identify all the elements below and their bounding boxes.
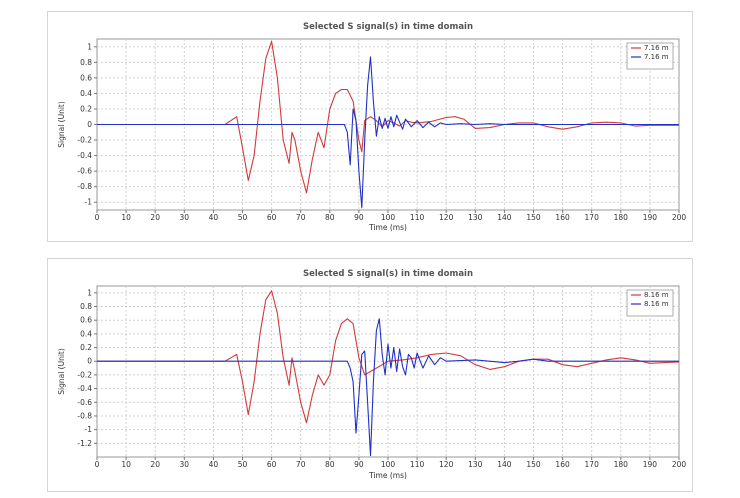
x-tick-label: 170 xyxy=(585,213,600,222)
x-tick-label: 180 xyxy=(614,460,629,469)
y-tick-label: 0.4 xyxy=(80,329,92,338)
y-tick-label: -0.6 xyxy=(77,398,92,407)
y-tick-label: 1 xyxy=(87,288,92,297)
x-tick-label: 90 xyxy=(354,213,364,222)
x-tick-label: 140 xyxy=(497,460,512,469)
legend-label-1: 8.16 m xyxy=(644,291,669,299)
y-tick-label: -0.2 xyxy=(77,370,92,379)
y-tick-label: 0 xyxy=(87,357,92,366)
y-axis-label: Signal (Unit) xyxy=(57,101,66,148)
chart-title: Selected S signal(s) in time domain xyxy=(303,269,473,279)
x-tick-label: 160 xyxy=(555,213,570,222)
x-tick-label: 30 xyxy=(180,213,190,222)
y-tick-label: -0.6 xyxy=(77,167,92,176)
y-tick-label: -0.8 xyxy=(77,182,92,191)
y-tick-label: 1 xyxy=(87,42,92,51)
legend-label-2: 8.16 m xyxy=(644,300,669,308)
x-tick-label: 60 xyxy=(267,460,277,469)
x-tick-label: 180 xyxy=(614,213,629,222)
x-tick-label: 110 xyxy=(410,460,425,469)
x-tick-label: 140 xyxy=(497,213,512,222)
x-tick-label: 50 xyxy=(238,460,248,469)
series-line-1 xyxy=(97,290,680,424)
y-tick-label: -0.2 xyxy=(77,136,92,145)
x-tick-label: 70 xyxy=(296,460,306,469)
y-tick-label: -0.4 xyxy=(77,384,92,393)
y-axis-label: Signal (Unit) xyxy=(57,348,66,395)
x-tick-label: 60 xyxy=(267,213,277,222)
x-tick-label: 70 xyxy=(296,213,306,222)
y-tick-label: -1.2 xyxy=(77,439,92,448)
x-tick-label: 200 xyxy=(672,460,687,469)
y-tick-label: -0.8 xyxy=(77,411,92,420)
x-tick-label: 20 xyxy=(150,460,160,469)
y-tick-label: 0.8 xyxy=(80,302,92,311)
y-tick-label: 0.4 xyxy=(80,89,92,98)
legend-box xyxy=(626,289,674,317)
x-axis-label: Time (ms) xyxy=(368,223,407,232)
chart-panel-top: Selected S signal(s) in time domain 0 10 20… xyxy=(47,11,693,242)
y-tick-label: 0.2 xyxy=(80,343,92,352)
x-tick-label: 0 xyxy=(95,460,100,469)
x-tick-label: 80 xyxy=(325,460,335,469)
x-tick-label: 40 xyxy=(209,460,219,469)
x-tick-label: 50 xyxy=(238,213,248,222)
series-line-2 xyxy=(97,56,679,209)
x-tick-label: 30 xyxy=(180,460,190,469)
x-tick-label: 170 xyxy=(585,460,600,469)
x-tick-label: 200 xyxy=(672,213,687,222)
y-tick-label: -0.4 xyxy=(77,151,92,160)
x-tick-label: 190 xyxy=(643,460,658,469)
x-tick-label: 150 xyxy=(526,213,541,222)
x-tick-label: 10 xyxy=(121,460,131,469)
x-tick-label: 110 xyxy=(410,213,425,222)
legend: 7.16 m7.16 m xyxy=(626,42,674,70)
y-tick-label: 0.6 xyxy=(80,316,92,325)
x-tick-label: 10 xyxy=(121,213,131,222)
y-tick-label: 0.6 xyxy=(80,73,92,82)
y-tick-label: 0.2 xyxy=(80,104,92,113)
x-tick-label: 80 xyxy=(325,213,335,222)
x-tick-label: 190 xyxy=(643,213,658,222)
chart-title: Selected S signal(s) in time domain xyxy=(303,22,473,32)
x-tick-label: 40 xyxy=(209,213,219,222)
chart-panel-bottom: Selected S signal(s) in time domain 0 10 20… xyxy=(47,258,693,492)
x-tick-label: 130 xyxy=(468,213,483,222)
series-line-2 xyxy=(97,318,679,457)
legend-label-1: 7.16 m xyxy=(644,44,669,52)
x-tick-label: 90 xyxy=(354,460,364,469)
x-tick-label: 120 xyxy=(439,213,454,222)
series-line-1 xyxy=(97,40,679,194)
legend: 8.16 m8.16 m xyxy=(626,289,674,317)
legend-label-2: 7.16 m xyxy=(644,53,669,61)
x-tick-label: 130 xyxy=(468,460,483,469)
legend-box xyxy=(626,42,674,70)
x-tick-label: 0 xyxy=(95,213,100,222)
x-tick-label: 150 xyxy=(526,460,541,469)
x-tick-label: 20 xyxy=(150,213,160,222)
y-tick-label: 0.8 xyxy=(80,58,92,67)
y-tick-label: 0 xyxy=(87,120,92,129)
y-tick-label: -1 xyxy=(85,198,93,207)
y-tick-label: -1 xyxy=(85,425,93,434)
x-axis-label: Time (ms) xyxy=(368,471,407,480)
x-tick-label: 160 xyxy=(555,460,570,469)
x-tick-label: 100 xyxy=(381,213,396,222)
x-tick-label: 120 xyxy=(439,460,454,469)
x-tick-label: 100 xyxy=(381,460,396,469)
